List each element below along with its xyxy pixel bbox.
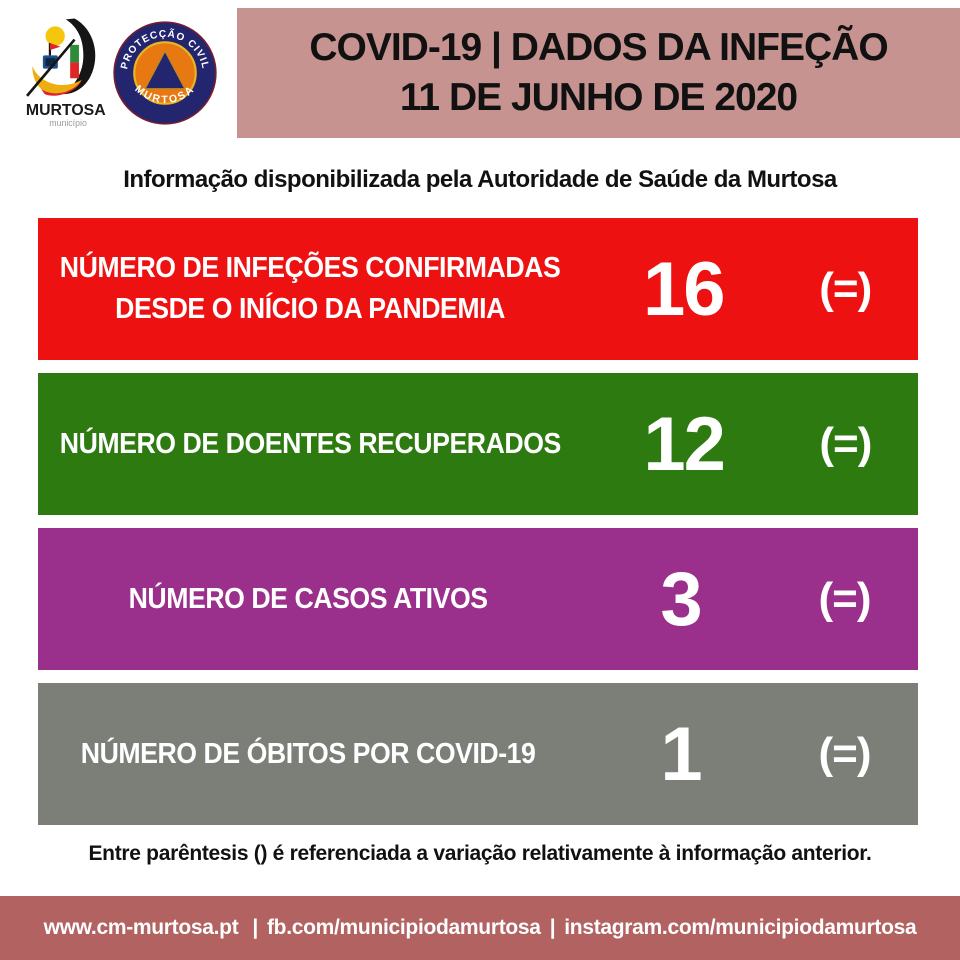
- proteccao-civil-logo: PROTECÇÃO CIVIL MURTOSA: [112, 21, 217, 125]
- stat-value-active: 3: [660, 556, 702, 642]
- stat-label-deaths: NÚMERO DE ÓBITOS POR COVID-19: [80, 737, 536, 770]
- stat-label-recovered: NÚMERO DE DOENTES RECUPERADOS: [59, 427, 562, 460]
- stat-value-recovered: 12: [643, 401, 726, 487]
- variation-note: Entre parêntesis () é referenciada a var…: [88, 842, 872, 865]
- footer-bar: www.cm-murtosa.pt | fb.com/municipiodamu…: [0, 896, 960, 960]
- stat-variation-confirmed: (=): [819, 264, 872, 313]
- footer-link-website[interactable]: www.cm-murtosa.pt: [43, 916, 239, 939]
- header: MURTOSA município PROTECÇÃO CIVIL MURTOS…: [0, 8, 960, 138]
- logo-group: MURTOSA município PROTECÇÃO CIVIL MURTOS…: [0, 8, 237, 138]
- stat-value-deaths: 1: [660, 711, 702, 797]
- stat-variation-active: (=): [818, 574, 872, 623]
- footer-link-instagram[interactable]: instagram.com/municipiodamurtosa: [564, 916, 917, 939]
- stat-row-confirmed: NÚMERO DE INFEÇÕES CONFIRMADAS DESDE O I…: [38, 218, 918, 360]
- subtitle: Informação disponibilizada pela Autorida…: [123, 166, 837, 193]
- title-banner: COVID-19 | DADOS DA INFEÇÃO 11 DE JUNHO …: [237, 8, 960, 138]
- murtosa-logo-wordmark: MURTOSA: [25, 102, 105, 119]
- stat-variation-deaths: (=): [818, 729, 872, 778]
- page-title-line1: COVID-19 | DADOS DA INFEÇÃO: [309, 26, 888, 70]
- page-title-line2: 11 DE JUNHO DE 2020: [399, 76, 798, 119]
- stat-label-active: NÚMERO DE CASOS ATIVOS: [128, 582, 488, 615]
- stat-variation-recovered: (=): [819, 419, 872, 468]
- stat-row-deaths: NÚMERO DE ÓBITOS POR COVID-19 1 (=): [38, 683, 918, 825]
- footer-separator: |: [252, 916, 258, 939]
- stat-value-confirmed: 16: [643, 246, 726, 332]
- stats-list: NÚMERO DE INFEÇÕES CONFIRMADAS DESDE O I…: [38, 218, 918, 838]
- stat-label-confirmed: NÚMERO DE INFEÇÕES CONFIRMADAS DESDE O I…: [59, 252, 561, 325]
- murtosa-municipio-logo: MURTOSA município: [25, 18, 106, 128]
- murtosa-logo-tagline: município: [49, 118, 87, 128]
- footer-link-facebook[interactable]: fb.com/municipiodamurtosa: [266, 916, 541, 939]
- stat-row-recovered: NÚMERO DE DOENTES RECUPERADOS 12 (=): [38, 373, 918, 515]
- footer-separator: |: [549, 916, 556, 939]
- stat-row-active: NÚMERO DE CASOS ATIVOS 3 (=): [38, 528, 918, 670]
